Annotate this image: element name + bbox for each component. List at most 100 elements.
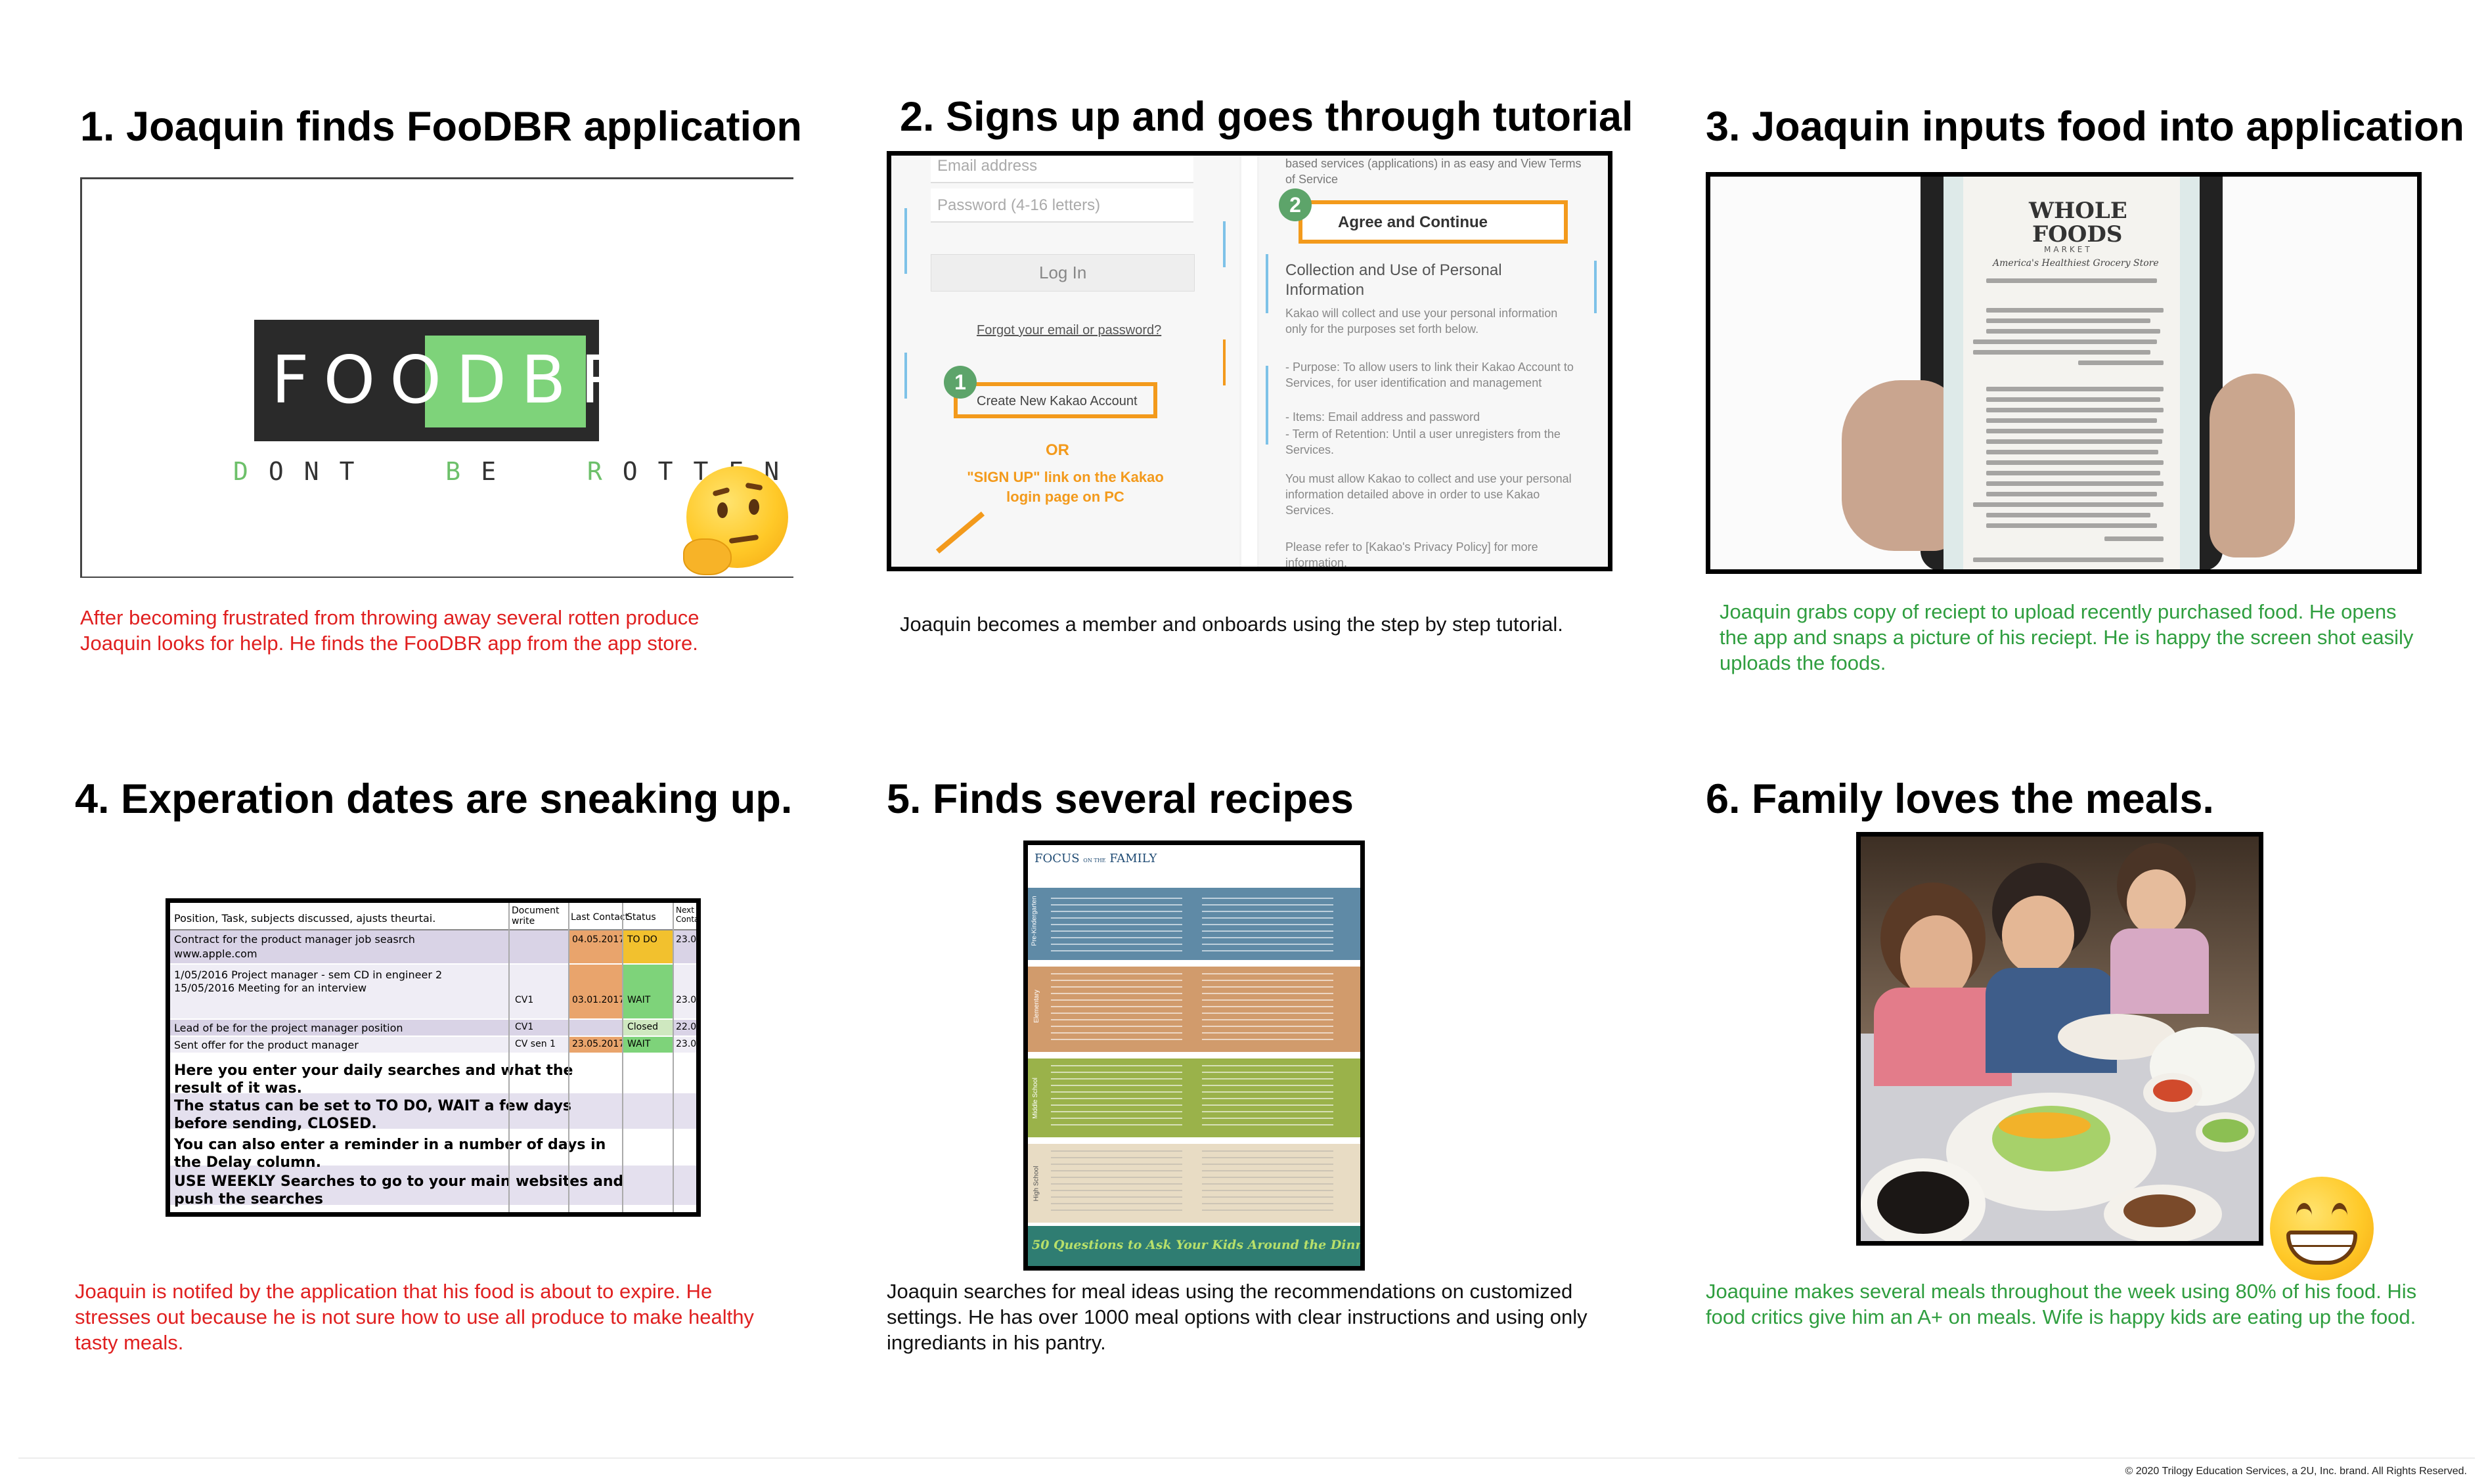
sheet-row-6-next: 23.05 xyxy=(676,1039,701,1049)
receipt-tagline: America's Healthiest Grocery Store xyxy=(1993,258,2159,269)
sheet-row-6-date: 23.05.2017 xyxy=(572,1039,625,1049)
sheet-header-last: Last Contact xyxy=(571,912,629,923)
sheet-note-4: before sending, CLOSED. xyxy=(174,1116,377,1132)
foodbr-logo: FOODBR xyxy=(254,320,626,441)
sheet-note-5: You can also enter a reminder in a numbe… xyxy=(174,1137,606,1153)
sheet-row-4-doc: CV1 xyxy=(515,995,534,1005)
tagline-e: E xyxy=(481,457,517,486)
login-label: Log In xyxy=(1039,263,1087,282)
panel-1-title: 1. Joaquin finds FooDBR application xyxy=(80,104,803,150)
receipt-brand-2: FOODS xyxy=(2032,221,2123,248)
step-2-badge: 2 xyxy=(1279,188,1312,221)
logo-word-right: BR xyxy=(520,341,641,418)
tagline-d: D xyxy=(233,457,269,486)
logo-green-block xyxy=(425,336,586,427)
footer-divider xyxy=(18,1458,2475,1459)
panel-4-title: 4. Experation dates are sneaking up. xyxy=(75,776,793,822)
password-placeholder: Password (4-16 letters) xyxy=(937,196,1101,214)
logo-word: FOODBR xyxy=(271,347,640,413)
or-label: OR xyxy=(1046,441,1069,459)
sheet-note-8: push the searches xyxy=(174,1191,324,1208)
panel-5-caption: Joaquin searches for meal ideas using th… xyxy=(887,1280,1588,1354)
logo-tagline: DONT BE ROTTEN xyxy=(233,457,799,486)
tagline-ont: ONT xyxy=(268,457,375,486)
create-account-label: Create New Kakao Account xyxy=(977,394,1138,408)
receipt-brand-1: WHOLE xyxy=(2029,198,2127,224)
sheet-row-1-task: Contract for the product manager job sea… xyxy=(174,933,415,946)
panel-6-caption: Joaquine makes several meals throughout … xyxy=(1706,1280,2417,1328)
receipt-photo: WHOLE FOODS MARKET America's Healthiest … xyxy=(1706,172,2422,574)
refer-text: Please refer to [Kakao's Privacy Policy]… xyxy=(1285,540,1538,569)
sheet-row-4-status: WAIT xyxy=(627,995,651,1005)
section-middle: Middle School xyxy=(1031,1078,1039,1119)
sheet-note-3: The status can be set to TO DO, WAIT a f… xyxy=(174,1098,572,1114)
sheet-note-2: result of it was. xyxy=(174,1080,302,1097)
sheet-header-status: Status xyxy=(627,912,656,923)
sheet-row-3-task: 1/05/2016 Project manager - sem CD in en… xyxy=(174,969,443,981)
sheet-row-4-date: 03.01.2017 xyxy=(572,995,625,1005)
logo-word-left: FOOD xyxy=(271,341,521,418)
allow-text: You must allow Kakao to collect and use … xyxy=(1285,472,1572,517)
recipe-card-brand: FOCUS ON THE FAMILY xyxy=(1034,852,1157,865)
tagline-b: B xyxy=(445,457,481,486)
sheet-row-1-status: TO DO xyxy=(627,934,657,945)
signup-screenshot: Email address Password (4-16 letters) Lo… xyxy=(887,151,1612,571)
section-high: High School xyxy=(1033,1166,1040,1202)
forgot-link: Forgot your email or password? xyxy=(977,323,1162,338)
sheet-row-1-date: 04.05.2017 xyxy=(572,934,625,945)
sheet-row-5-status: Closed xyxy=(627,1022,659,1032)
panel-3-title: 3. Joaquin inputs food into application xyxy=(1706,104,2464,150)
panel-3-caption: Joaquin grabs copy of reciept to upload … xyxy=(1720,600,2414,674)
sheet-header-document: Document write xyxy=(512,906,560,927)
agree-label: Agree and Continue xyxy=(1338,213,1488,231)
recipe-card-image: FOCUS ON THE FAMILY Pre-Kindergarten Ele… xyxy=(1023,840,1365,1271)
receipt-brand-3: MARKET xyxy=(2044,245,2093,254)
signup-hint: "SIGN UP" link on the Kakao login page o… xyxy=(967,469,1164,505)
sheet-header-next: Next Contact xyxy=(676,906,700,924)
step-1-badge: 1 xyxy=(944,366,977,399)
purpose-text: - Purpose: To allow users to link their … xyxy=(1285,360,1574,389)
panel-2-title: 2. Signs up and goes through tutorial xyxy=(900,94,1633,140)
recipe-card-footer: 50 Questions to Ask Your Kids Around the… xyxy=(1032,1238,1365,1252)
sheet-note-6: the Delay column. xyxy=(174,1154,321,1171)
logo-image-frame: FOODBR DONT BE ROTTEN xyxy=(80,177,793,578)
sheet-note-1: Here you enter your daily searches and w… xyxy=(174,1062,573,1079)
family-meal-photo xyxy=(1856,832,2263,1246)
sheet-note-7: USE WEEKLY Searches to go to your main w… xyxy=(174,1173,624,1190)
collection-title: Collection and Use of Personal Informati… xyxy=(1285,261,1502,299)
term-text: - Term of Retention: Until a user unregi… xyxy=(1285,427,1561,456)
sheet-row-4-task: 15/05/2016 Meeting for an interview xyxy=(174,982,367,994)
sheet-row-5-task: Lead of be for the project manager posit… xyxy=(174,1022,403,1034)
panel-1-caption: After becoming frustrated from throwing … xyxy=(80,606,700,655)
signup-right-pane: based services (applications) in as easy… xyxy=(1259,156,1608,567)
copyright-text: © 2020 Trilogy Education Services, a 2U,… xyxy=(2125,1466,2468,1477)
sheet-row-6-task: Sent offer for the product manager xyxy=(174,1039,359,1051)
tagline-r: R xyxy=(587,457,623,486)
brand-focus: FOCUS xyxy=(1034,852,1080,865)
brand-family: FAMILY xyxy=(1109,852,1157,865)
band-high xyxy=(1028,1144,1360,1223)
terms-text: based services (applications) in as easy… xyxy=(1285,157,1582,186)
hint-arrow xyxy=(935,512,985,554)
signup-left-pane: Email address Password (4-16 letters) Lo… xyxy=(891,156,1239,567)
thinking-face-icon xyxy=(683,463,791,578)
sheet-row-1-next: 23.05 xyxy=(676,934,701,945)
sheet-row-5-next: 22.05 xyxy=(676,1022,701,1032)
sheet-row-5-doc: CV1 xyxy=(515,1022,534,1032)
section-pre-k: Pre-Kindergarten xyxy=(1031,896,1038,946)
sheet-row-2-task: www.apple.com xyxy=(174,948,257,960)
items-text: - Items: Email address and password xyxy=(1285,410,1480,424)
panel-4-caption: Joaquin is notifed by the application th… xyxy=(75,1280,754,1354)
sheet-header-task: Position, Task, subjects discussed, ajus… xyxy=(174,912,436,925)
sheet-row-4-next: 23.05 xyxy=(676,995,701,1005)
section-elementary: Elementary xyxy=(1033,990,1040,1023)
spreadsheet-screenshot: Position, Task, subjects discussed, ajus… xyxy=(166,898,701,1217)
panel-6-title: 6. Family loves the meals. xyxy=(1706,776,2214,822)
panel-2-caption: Joaquin becomes a member and onboards us… xyxy=(900,613,1563,636)
panel-5-title: 5. Finds several recipes xyxy=(887,776,1354,822)
sheet-row-6-status: WAIT xyxy=(627,1039,651,1049)
sheet-row-6-doc: CV sen 1 xyxy=(515,1039,556,1049)
collection-body: Kakao will collect and use your personal… xyxy=(1285,307,1558,336)
email-placeholder: Email address xyxy=(937,157,1038,175)
brand-on: ON THE xyxy=(1083,858,1106,863)
